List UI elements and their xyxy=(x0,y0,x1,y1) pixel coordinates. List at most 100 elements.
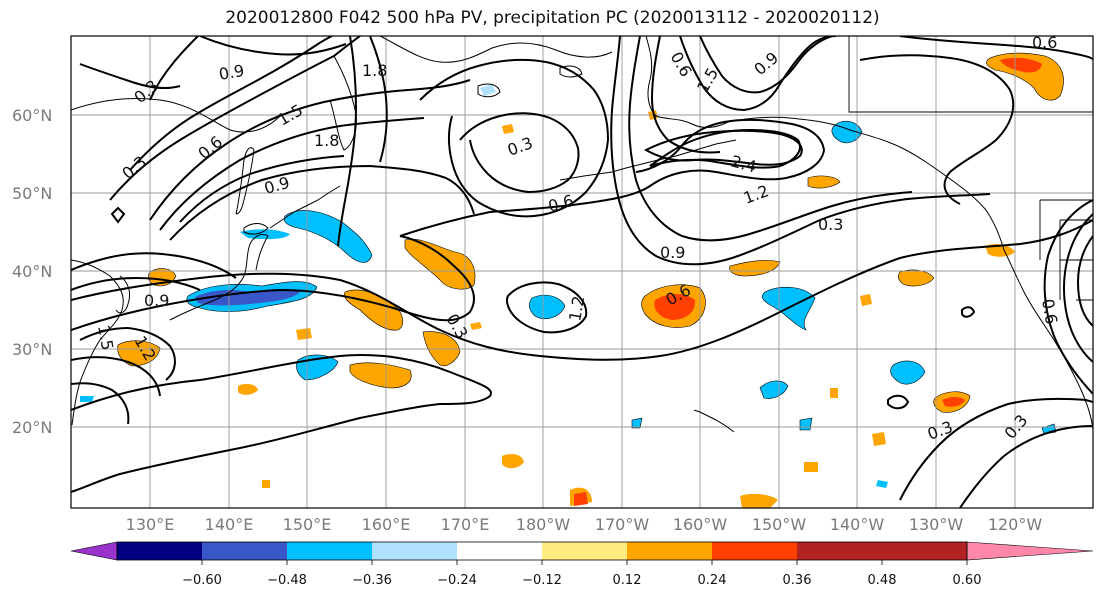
pv-contour-japan-b xyxy=(71,276,201,291)
pv-contour-japan-a xyxy=(71,252,237,279)
lon-label-130e: 130°E xyxy=(126,515,175,534)
pv-label-1.8-kuril: 1.8 xyxy=(314,131,339,150)
colorbar: −0.60 −0.48 −0.36 −0.24 −0.12 0.12 0.24 … xyxy=(70,541,1094,588)
lon-label-160e: 160°E xyxy=(362,515,411,534)
map-frame xyxy=(70,35,1094,509)
precip-positive-small-5-core xyxy=(574,492,588,506)
pv-contour-okhotsk-b xyxy=(159,117,425,231)
colorbar-label-4: −0.24 xyxy=(437,573,477,588)
coast-sakhalin xyxy=(235,147,255,215)
precip-negative-kuroshio xyxy=(283,210,373,263)
precip-negative-hawaii-north xyxy=(890,360,926,385)
precip-positive-cutoff-east-core xyxy=(654,294,696,320)
colorbar-bin-7 xyxy=(627,542,712,560)
precip-positive-small-10 xyxy=(860,294,872,306)
pv-contour-central-ridge-b xyxy=(459,112,580,194)
precip-positive-canada-west-core xyxy=(1000,57,1042,73)
coast-alaska-south xyxy=(727,116,1005,251)
pv-label-0.3-northeast-pacific: 0.3 xyxy=(818,215,843,234)
precip-negative-small-5 xyxy=(480,84,496,96)
precip-positive-east-pacific xyxy=(898,269,935,287)
colorbar-extend-max xyxy=(966,541,1094,561)
colorbar-extend-min xyxy=(70,541,118,561)
pv-contour-east-pacific xyxy=(899,397,1093,501)
coast-korea xyxy=(115,275,131,314)
pv-contour-jet-core xyxy=(71,235,475,331)
lat-label-20n: 20°N xyxy=(12,418,52,437)
pv-contour-bering-sea xyxy=(337,36,358,247)
lon-label-170w: 170°W xyxy=(595,515,650,534)
precip-negative-small-4 xyxy=(80,396,94,402)
lon-label-120w: 120°W xyxy=(988,515,1043,534)
lat-label-30n: 30°N xyxy=(12,340,52,359)
pv-contour-alaska-ridge xyxy=(679,36,837,112)
pv-label-0.6-canada: 0.6 xyxy=(1032,33,1057,52)
pv-label-0.9-japan: 0.9 xyxy=(144,291,169,310)
lon-label-150w: 150°W xyxy=(752,515,807,534)
precip-negative-small-2 xyxy=(799,417,813,431)
pv-label-0.9-aleutian-west: 0.9 xyxy=(217,61,245,84)
lon-label-130w: 130°W xyxy=(909,515,964,534)
lat-label-50n: 50°N xyxy=(12,184,52,203)
pv-contour-alaska-trough-a xyxy=(610,36,991,266)
coast-st-lawrence-island xyxy=(477,83,501,98)
pv-contour-okhotsk-d xyxy=(179,155,345,223)
coast-kuril-islands xyxy=(269,185,341,229)
coast-east-asia xyxy=(71,259,124,426)
precip-negative-cutoff xyxy=(529,294,566,319)
longitude-labels: 130°E 140°E 150°E 160°E 170°E 180°W 170°… xyxy=(126,515,1043,534)
precip-positive-small-13 xyxy=(262,480,270,488)
pv-small-contour-3 xyxy=(961,306,976,318)
colorbar-label-9: 0.48 xyxy=(868,573,897,588)
precip-negative-small-6 xyxy=(876,480,888,488)
pv-contour-china-c xyxy=(71,382,130,425)
coast-alaska-west xyxy=(645,36,729,129)
pv-contour-gulf-low-inner xyxy=(649,128,801,169)
figure-title: 2020012800 F042 500 hPa PV, precipitatio… xyxy=(225,8,880,28)
precip-positive-gulf xyxy=(807,175,841,189)
pv-contour-okhotsk-c xyxy=(169,164,475,241)
pv-contour-outer-subtropics xyxy=(71,353,492,493)
coast-chukotka xyxy=(379,36,613,63)
pv-contour-siberia-b xyxy=(129,36,333,171)
pv-contour-alaska-trough-b xyxy=(628,36,913,242)
coast-japan xyxy=(169,233,269,321)
precip-positive-small-3 xyxy=(502,124,514,134)
precip-positive-small-6 xyxy=(740,493,778,508)
pv-label-1.2-cutoff-low: 1.2 xyxy=(565,294,588,322)
pv-contour-china-b xyxy=(71,356,161,397)
pv-contour-bering-sea-2 xyxy=(369,36,388,163)
pv-label-0.9-gulf-trough: 0.9 xyxy=(660,243,685,262)
pv-contour-alaska-trough-c xyxy=(650,36,721,154)
coast-hawaii xyxy=(693,409,735,433)
precip-positive-tropics-west xyxy=(349,362,412,389)
latitude-labels: 60°N 50°N 40°N 30°N 20°N xyxy=(12,106,52,437)
colorbar-bin-5 xyxy=(457,542,542,560)
colorbar-bin-6 xyxy=(542,542,627,560)
graticule xyxy=(71,36,1093,508)
colorbar-label-10: 0.60 xyxy=(953,573,982,588)
lon-label-150e: 150°E xyxy=(283,515,332,534)
pv-contour-china-a xyxy=(79,326,176,381)
lon-label-170e: 170°E xyxy=(441,515,490,534)
lat-label-40n: 40°N xyxy=(12,262,52,281)
pv-contour-siberia-d xyxy=(79,63,181,90)
precip-positive-kuroshio-front xyxy=(404,238,476,290)
pv-contour-cutoff-low xyxy=(505,281,588,334)
pv-contour-east-pacific-2 xyxy=(959,425,1093,508)
colorbar-bin-10 xyxy=(882,542,967,560)
colorbar-bin-9 xyxy=(797,542,882,560)
colorbar-bin-1 xyxy=(117,542,202,560)
precip-positive-small-2 xyxy=(296,328,312,340)
precip-negative-small-1 xyxy=(631,417,643,429)
lon-label-140e: 140°E xyxy=(205,515,254,534)
coast-siberia xyxy=(71,98,281,133)
precip-positive-small-1 xyxy=(238,383,258,395)
pv-contour-ne-pacific-high xyxy=(859,54,1015,205)
precip-positive-east-china-sea xyxy=(117,340,161,367)
pv-contour-west-us-b xyxy=(1063,213,1093,363)
colorbar-bin-4 xyxy=(372,542,457,560)
pv-contour-canada xyxy=(899,36,1093,61)
coast-us-west xyxy=(1003,249,1093,431)
